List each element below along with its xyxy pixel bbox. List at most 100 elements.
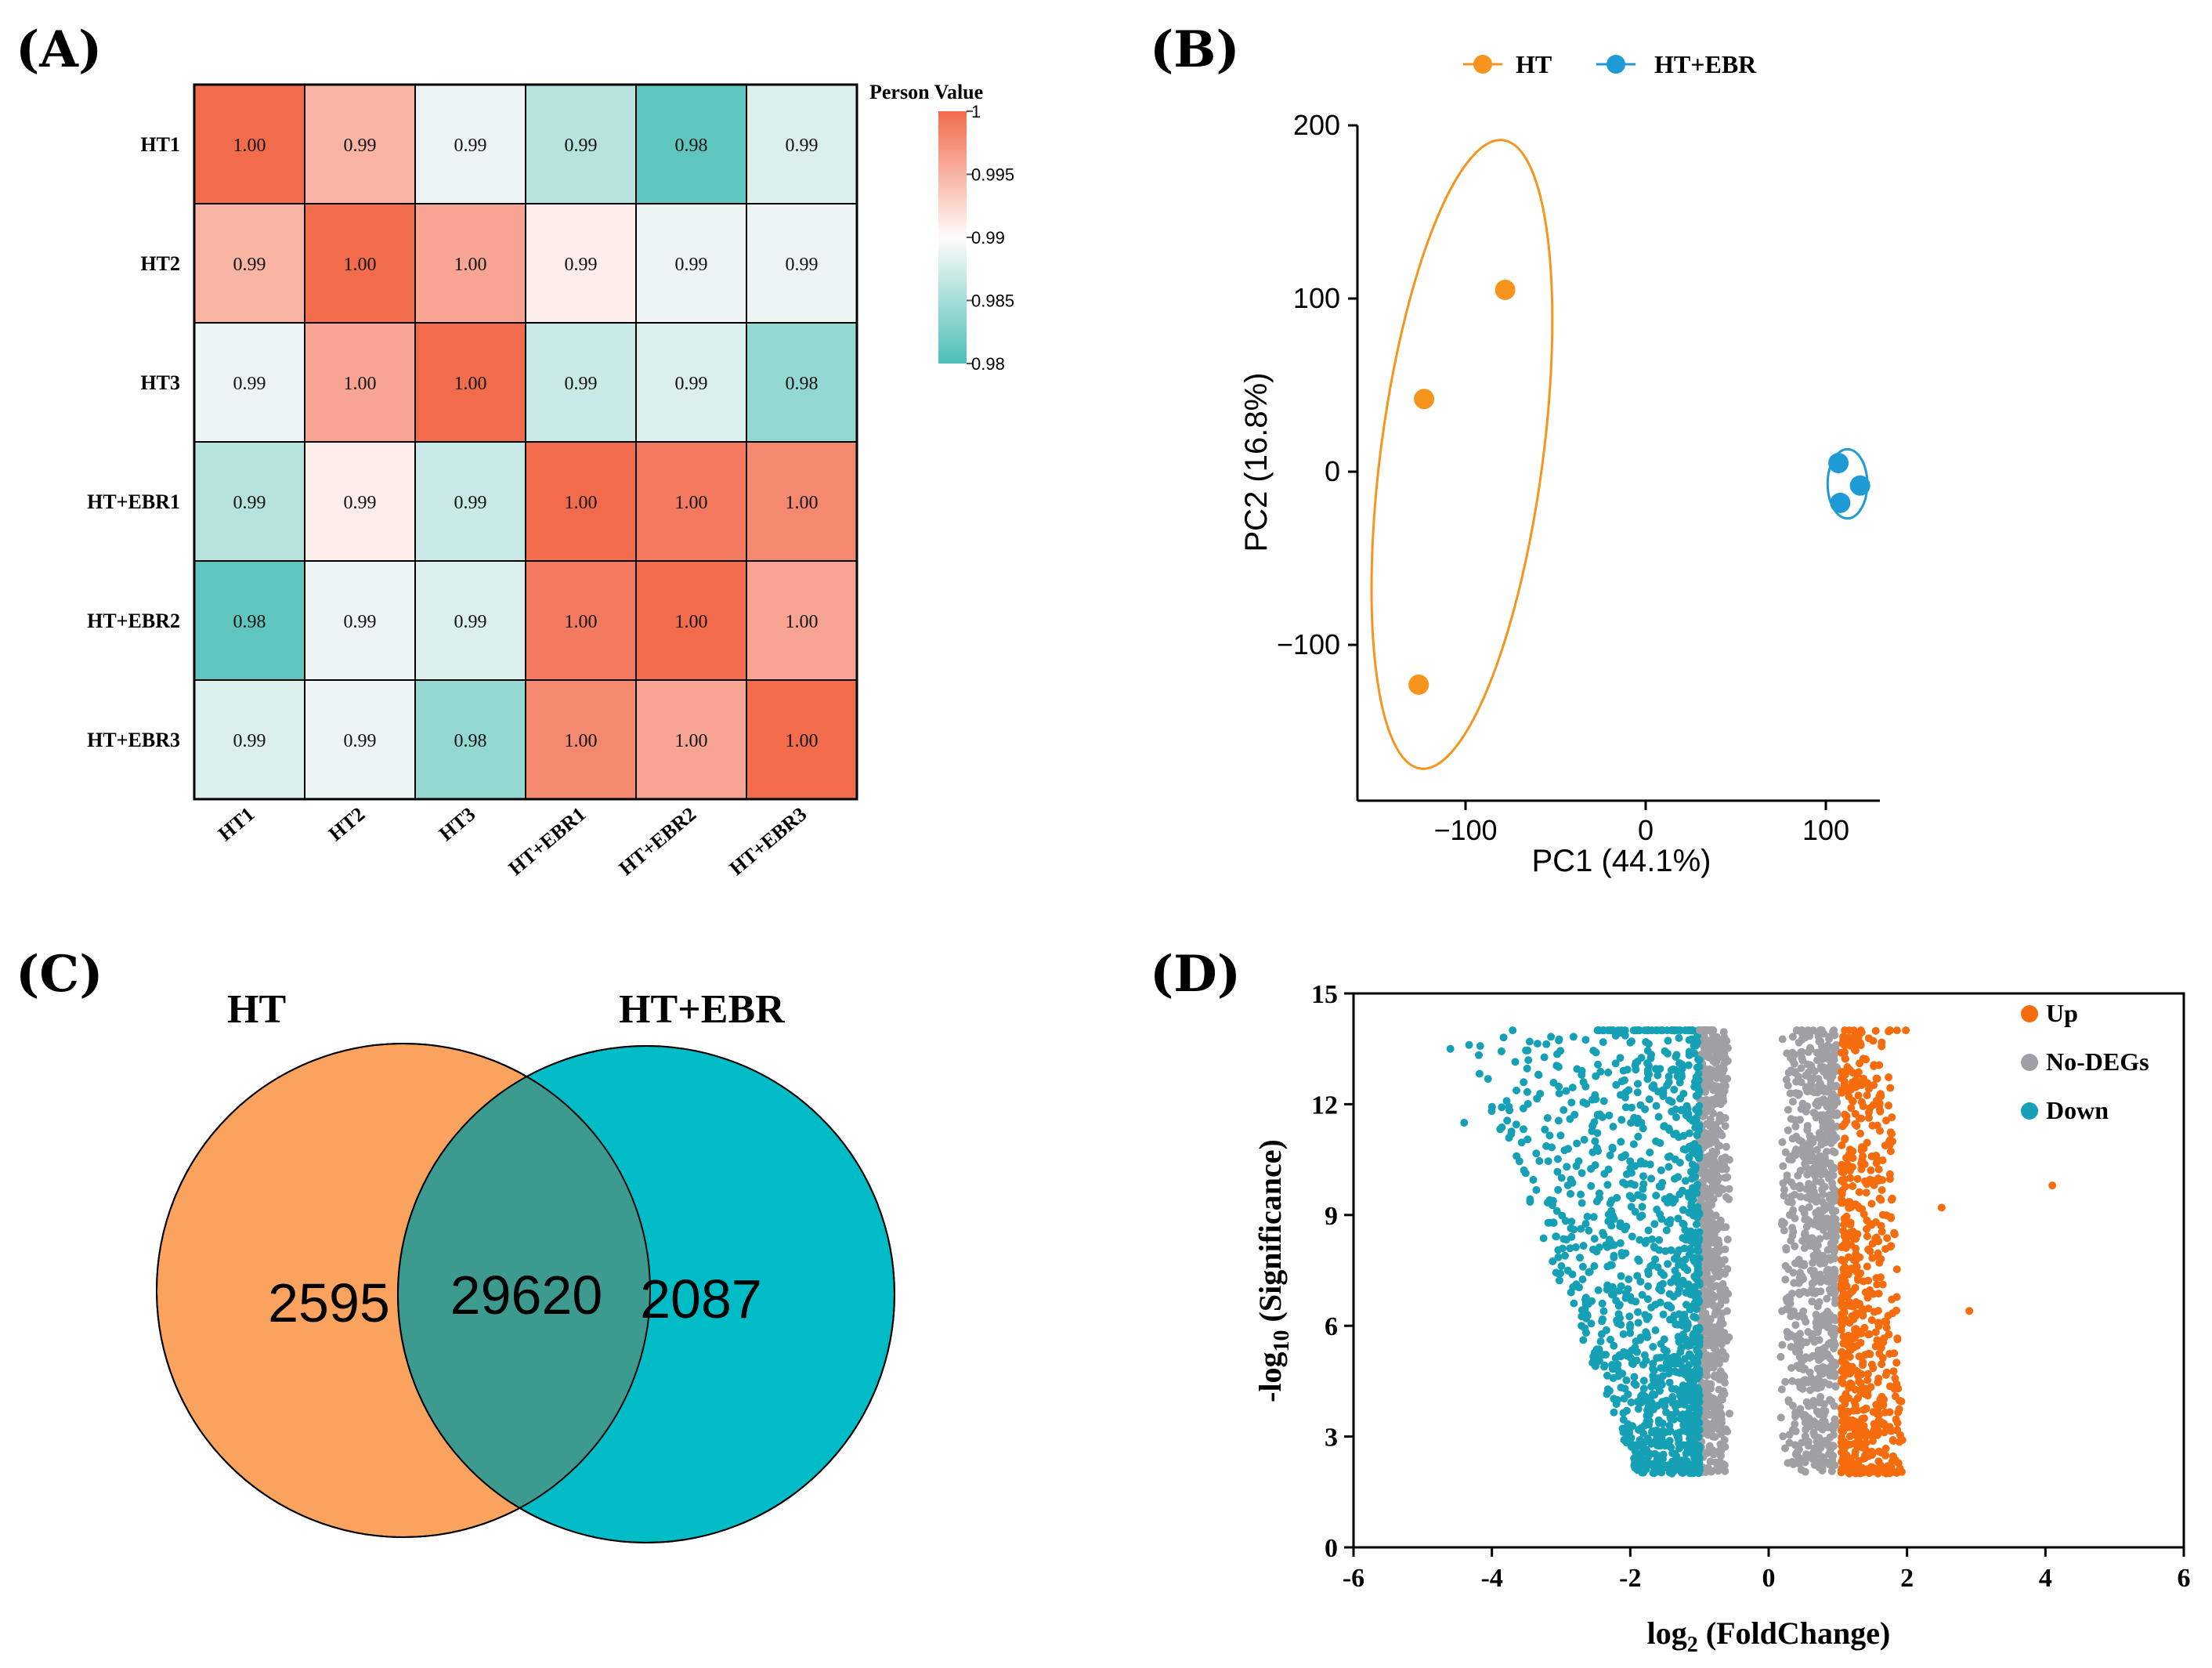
volcano-point-down	[1634, 1405, 1643, 1413]
volcano-point-down	[1674, 1289, 1682, 1297]
volcano-point-up	[1881, 1142, 1889, 1150]
volcano-point-nodeg	[1804, 1047, 1813, 1056]
volcano-point-nodeg	[1800, 1230, 1809, 1239]
volcano-point-nodeg	[1806, 1266, 1815, 1275]
volcano-point-down	[1647, 1382, 1656, 1391]
volcano-point-nodeg	[1708, 1290, 1717, 1299]
pca-y-tick-label: −100	[1277, 628, 1340, 660]
volcano-point-down	[1614, 1360, 1622, 1369]
volcano-point-nodeg	[1802, 1450, 1810, 1459]
volcano-point-down	[1631, 1026, 1639, 1035]
volcano-point-up	[1882, 1116, 1890, 1125]
volcano-point-nodeg	[1781, 1377, 1790, 1386]
volcano-point-up	[1861, 1440, 1870, 1449]
volcano-point-nodeg	[1822, 1422, 1831, 1431]
volcano-point-down	[1604, 1210, 1613, 1219]
volcano-point-down	[1675, 1190, 1684, 1199]
volcano-point-up	[1839, 1466, 1848, 1474]
heatmap-row-labels: HT1 HT2 HT3 HT+EBR1 HT+EBR2 HT+EBR3	[87, 133, 180, 751]
volcano-point-down	[1520, 1125, 1527, 1134]
volcano-point-down	[1610, 1395, 1618, 1403]
pca-point	[1414, 389, 1435, 410]
volcano-point-down	[1487, 1107, 1496, 1116]
volcano-point-nodeg	[1801, 1467, 1809, 1476]
heatmap-cell-value: 1.00	[675, 493, 708, 513]
volcano-point-nodeg	[1782, 1244, 1791, 1252]
volcano-point-down	[1617, 1369, 1626, 1378]
volcano-point-down	[1639, 1384, 1648, 1393]
volcano-point-up	[1852, 1298, 1860, 1306]
volcano-ticks: -6 -4 -2 0 2 4 6 0 3 6 9 12 15	[1311, 980, 2191, 1593]
volcano-point-nodeg	[1787, 1054, 1795, 1062]
volcano-point-nodeg	[1798, 1143, 1807, 1152]
volcano-point-down	[1640, 1160, 1649, 1168]
volcano-point-nodeg	[1813, 1048, 1821, 1057]
pca-points	[1408, 279, 1870, 695]
volcano-point-up	[1937, 1203, 1946, 1212]
volcano-y-tick-label: 12	[1311, 1091, 1338, 1120]
volcano-point-down	[1647, 1303, 1656, 1312]
pca-x-tick-label: −100	[1433, 814, 1497, 846]
volcano-point-up	[1846, 1379, 1855, 1388]
volcano-point-nodeg	[1798, 1099, 1807, 1108]
volcano-point-nodeg	[1826, 1051, 1834, 1060]
volcano-point-nodeg	[1818, 1118, 1827, 1126]
volcano-point-down	[1561, 1251, 1569, 1260]
volcano-point-nodeg	[1717, 1315, 1726, 1323]
volcano-point-nodeg	[1699, 1177, 1708, 1185]
volcano-point-down	[1668, 1199, 1677, 1207]
colorbar-tick-label: 0.985	[971, 291, 1014, 311]
volcano-point-down	[1690, 1454, 1699, 1463]
volcano-point-nodeg	[1810, 1220, 1819, 1228]
volcano-point-nodeg	[1831, 1382, 1840, 1391]
volcano-point-nodeg	[1785, 1155, 1794, 1163]
volcano-point-down	[1636, 1333, 1645, 1342]
volcano-point-up	[1874, 1469, 1882, 1478]
volcano-point-up	[1856, 1129, 1864, 1138]
volcano-point-nodeg	[1795, 1090, 1803, 1098]
heatmap-cell-value: 1.00	[344, 255, 377, 275]
volcano-point-down	[1575, 1283, 1583, 1292]
volcano-point-down	[1523, 1064, 1531, 1073]
heatmap-cell	[193, 560, 305, 681]
heatmap-cell	[525, 441, 637, 562]
volcano-point-nodeg	[1776, 1352, 1785, 1361]
volcano-point-nodeg	[1789, 1228, 1798, 1236]
volcano-point-down	[1636, 1213, 1644, 1221]
volcano-point-nodeg	[1720, 1390, 1729, 1398]
volcano-point-down	[1679, 1206, 1687, 1214]
volcano-point-nodeg	[1821, 1407, 1830, 1416]
volcano-point-down	[1517, 1138, 1526, 1147]
volcano-point-nodeg	[1710, 1158, 1719, 1166]
volcano-point-down	[1654, 1380, 1662, 1388]
volcano-point-down	[1460, 1119, 1469, 1127]
volcano-point-down	[1568, 1084, 1577, 1092]
volcano-point-nodeg	[1830, 1026, 1838, 1035]
volcano-point-up	[1874, 1165, 1883, 1174]
volcano-point-nodeg	[1708, 1420, 1716, 1429]
volcano-point-up	[1852, 1235, 1860, 1243]
volcano-point-down	[1668, 1098, 1676, 1106]
volcano-point-down	[1627, 1398, 1636, 1406]
volcano-point-down	[1655, 1236, 1664, 1244]
volcano-point-down	[1603, 1181, 1612, 1189]
volcano-point-down	[1534, 1070, 1542, 1079]
volcano-point-down	[1655, 1285, 1664, 1294]
volcano-point-up	[1844, 1198, 1852, 1207]
volcano-point-nodeg	[1808, 1398, 1816, 1407]
volcano-point-down	[1628, 1232, 1636, 1241]
volcano-point-nodeg	[1779, 1432, 1787, 1441]
volcano-point-nodeg	[1808, 1279, 1816, 1288]
volcano-point-down	[1594, 1286, 1603, 1294]
volcano-point-nodeg	[1793, 1362, 1802, 1370]
heatmap-cell-value: 0.99	[675, 374, 708, 394]
heatmap-cell-value: 0.98	[675, 136, 708, 156]
pca-point	[1828, 453, 1849, 473]
volcano-point-down	[1690, 1312, 1698, 1321]
volcano-point-up	[1855, 1352, 1863, 1361]
volcano-point-down	[1619, 1330, 1628, 1338]
volcano-point-nodeg	[1703, 1397, 1711, 1406]
volcano-point-down	[1679, 1381, 1687, 1390]
volcano-point-down	[1650, 1084, 1658, 1092]
volcano-point-down	[1680, 1423, 1689, 1431]
